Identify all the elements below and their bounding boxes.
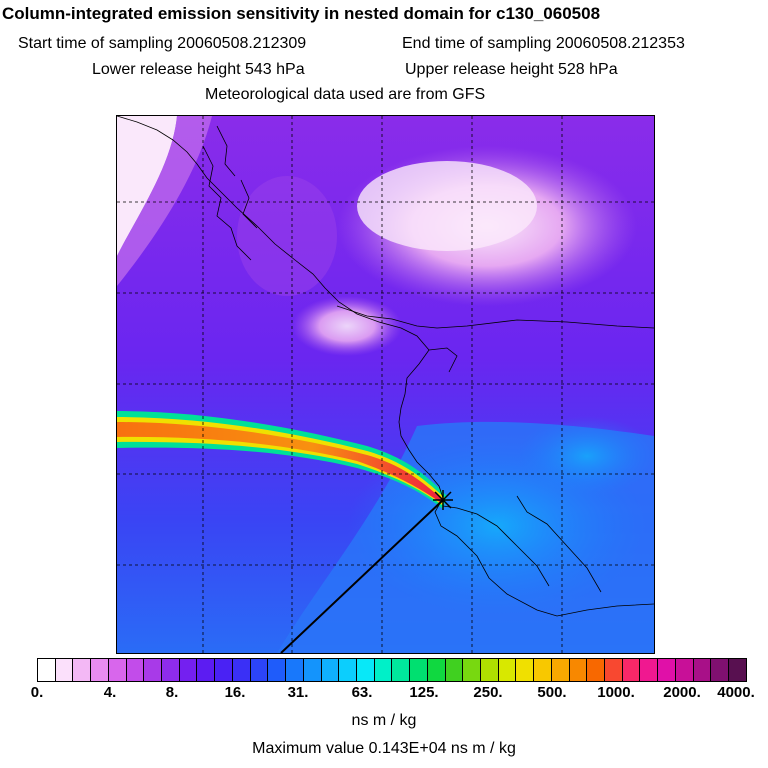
colorbar-units: ns m / kg: [351, 712, 417, 729]
pale-region-ne-core: [357, 161, 537, 251]
colorbar-segment: [658, 659, 676, 681]
colorbar-segment: [693, 659, 712, 681]
colorbar-segment: [498, 659, 517, 681]
colorbar-segment: [162, 659, 180, 681]
colorbar-segment: [144, 659, 163, 681]
end-time-label: End time of sampling 20060508.212353: [402, 35, 685, 52]
colorbar-segment: [55, 659, 74, 681]
colorbar-tick-label: 1000.: [597, 684, 635, 701]
colorbar-segment: [640, 659, 659, 681]
colorbar-segment: [197, 659, 216, 681]
colorbar-segment: [445, 659, 464, 681]
colorbar-segment: [232, 659, 251, 681]
colorbar-segment: [516, 659, 535, 681]
pale-region-w: [237, 176, 337, 296]
colorbar-segment: [91, 659, 109, 681]
colorbar-segment: [108, 659, 127, 681]
flight-track: [280, 499, 444, 653]
colorbar-segment: [73, 659, 92, 681]
cyan-patch-2: [517, 416, 654, 496]
colorbar-segment: [463, 659, 481, 681]
colorbar-segment: [605, 659, 623, 681]
colorbar-segment: [126, 659, 145, 681]
colorbar-tick-label: 125.: [409, 684, 439, 701]
colorbar-segment: [587, 659, 605, 681]
release-point-marker: [433, 490, 453, 510]
colorbar-tick-label: 4.: [103, 684, 117, 701]
colorbar-segment: [374, 659, 393, 681]
colorbar-tick-label: 63.: [351, 684, 373, 701]
plot-title: Column-integrated emission sensitivity i…: [2, 4, 601, 23]
colorbar-segment: [427, 659, 446, 681]
colorbar-tick-label: 500.: [537, 684, 567, 701]
pale-corner-edge: [117, 116, 212, 286]
colorbar-tick-label: 4000.: [717, 684, 755, 701]
met-data-label: Meteorological data used are from GFS: [205, 86, 486, 103]
colorbar-segment: [622, 659, 641, 681]
colorbar-segment: [711, 659, 730, 681]
colorbar-segment: [268, 659, 287, 681]
colorbar-segment: [392, 659, 411, 681]
colorbar-tick-label: 0.: [30, 684, 44, 701]
colorbar-segment: [569, 659, 588, 681]
coastlines: [117, 116, 654, 617]
colorbar-segment: [356, 659, 375, 681]
colorbar-tick-label: 2000.: [663, 684, 701, 701]
colorbar-segment: [303, 659, 322, 681]
colorbar-segment: [215, 659, 233, 681]
start-time-label: Start time of sampling 20060508.212309: [18, 35, 307, 52]
colorbar-segment: [534, 659, 552, 681]
colorbar-tick-label: 31.: [287, 684, 309, 701]
colorbar-tick-label: 8.: [165, 684, 179, 701]
plume-core: [117, 422, 443, 503]
colorbar-segment: [675, 659, 694, 681]
colorbar-segment: [339, 659, 357, 681]
colorbar-segment: [551, 659, 570, 681]
upper-release-label: Upper release height 528 hPa: [405, 61, 618, 78]
colorbar: [37, 658, 747, 682]
colorbar-segment: [250, 659, 269, 681]
colorbar-tick-label: 16.: [224, 684, 246, 701]
colorbar-segment: [286, 659, 304, 681]
colorbar-segment: [38, 659, 56, 681]
colorbar-segment: [179, 659, 198, 681]
colorbar-segment: [729, 659, 746, 681]
maximum-value-label: Maximum value 0.143E+04 ns m / kg: [252, 740, 516, 757]
pale-region-mid: [292, 296, 402, 356]
plume-mid: [117, 417, 445, 505]
colorbar-segment: [410, 659, 428, 681]
lower-release-label: Lower release height 543 hPa: [92, 61, 305, 78]
colorbar-segment: [480, 659, 499, 681]
pale-corner: [117, 116, 177, 256]
colorbar-tick-label: 250.: [473, 684, 503, 701]
sensitivity-map: [116, 115, 655, 654]
colorbar-segment: [321, 659, 340, 681]
